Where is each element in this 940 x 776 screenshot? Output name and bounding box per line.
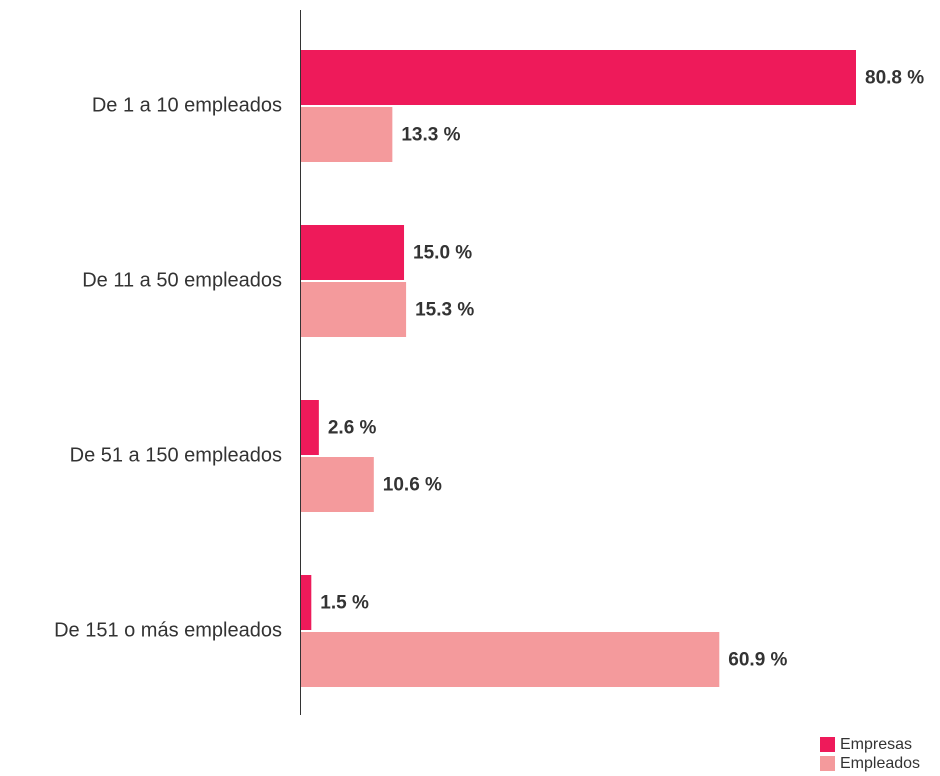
value-label-empresas-de-51-a-150-empleados: 2.6 % [328,418,377,439]
category-label-de-1-a-10-empleados: De 1 a 10 empleados [92,94,282,116]
bar-empresas-de-151-o-mas-empleados [301,575,312,630]
bar-empresas-de-11-a-50-empleados [301,225,405,280]
category-label-de-151-o-mas-empleados: De 151 o más empleados [54,619,282,641]
legend-swatch-empresas [820,737,835,752]
bar-empresas-de-1-a-10-empleados [301,50,856,105]
legend-swatch-empleados [820,756,835,771]
value-label-empleados-de-51-a-150-empleados: 10.6 % [383,475,442,496]
legend-item-empleados: Empleados [820,754,920,773]
category-label-de-11-a-50-empleados: De 11 a 50 empleados [82,269,282,291]
value-label-empresas-de-11-a-50-empleados: 15.0 % [413,243,472,264]
legend: Empresas Empleados [820,735,920,773]
category-label-de-51-a-150-empleados: De 51 a 150 empleados [70,444,282,466]
legend-label-empresas: Empresas [840,735,913,753]
bar-empleados-de-51-a-150-empleados [301,457,374,512]
legend-item-empresas: Empresas [820,735,920,754]
bar-empresas-de-51-a-150-empleados [301,400,319,455]
value-label-empresas-de-151-o-mas-empleados: 1.5 % [320,593,369,614]
value-label-empresas-de-1-a-10-empleados: 80.8 % [865,68,924,89]
value-label-empleados-de-1-a-10-empleados: 13.3 % [401,125,460,146]
value-label-empleados-de-11-a-50-empleados: 15.3 % [415,300,474,321]
bar-empleados-de-11-a-50-empleados [301,282,407,337]
legend-label-empleados: Empleados [840,754,921,772]
value-label-empleados-de-151-o-mas-empleados: 60.9 % [728,650,787,671]
bar-empleados-de-1-a-10-empleados [301,107,393,162]
bar-empleados-de-151-o-mas-empleados [301,632,720,687]
